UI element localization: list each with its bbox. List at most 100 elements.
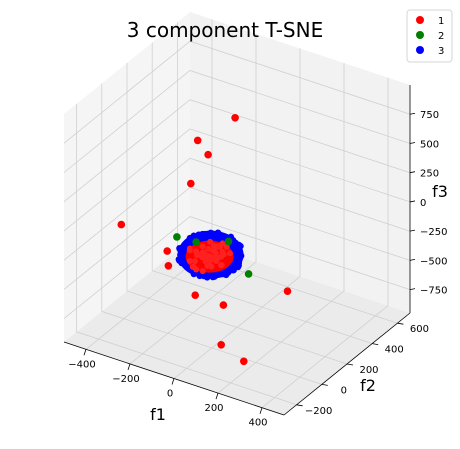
grid-line-z (63, 157, 411, 261)
series-1-core-point (199, 268, 206, 275)
legend-marker-3 (416, 46, 424, 54)
series-3-point (184, 239, 192, 247)
series-1-core-point (226, 250, 233, 257)
series-1-point (283, 287, 292, 296)
y-tick-mark (321, 384, 328, 386)
grid-line-y (76, 103, 297, 406)
series-1-point (204, 150, 212, 159)
z-tick-label: 250 (420, 169, 439, 180)
z-tick-mark (409, 288, 416, 291)
y-tick-labels: −200 0 200 400 600 (296, 322, 429, 417)
series-1-core-point (212, 244, 219, 251)
series-1-core-point (217, 243, 224, 250)
y-tick-mark (296, 404, 303, 407)
grid-line-z (63, 70, 411, 173)
series-3-point (235, 259, 243, 266)
series-3-point (210, 273, 218, 280)
series-1-point (163, 247, 171, 255)
x-tick-label: 200 (204, 403, 223, 414)
z-tick-label: −500 (420, 256, 447, 267)
x-axis-label: f1 (150, 405, 166, 424)
z-tick-label: 750 (420, 110, 439, 121)
y-tick-label: 600 (410, 324, 429, 335)
grid-line-x (261, 77, 389, 409)
series-1-core-point (218, 262, 225, 269)
z-tick-label: −750 (420, 286, 447, 297)
series-1-core-point (186, 257, 193, 264)
series-1-point (117, 220, 126, 229)
series-1-core-point (199, 243, 206, 250)
series-3-point (176, 245, 183, 252)
z-tick-mark (409, 112, 416, 115)
grid-line-z (63, 99, 411, 203)
series-3-point (196, 272, 203, 280)
x-tick-mark (127, 363, 131, 371)
grid-line-x (129, 33, 257, 365)
x-tick-labels: −400 −200 0 200 400 (68, 349, 268, 429)
x-tick-mark (215, 392, 219, 400)
z-tick-mark (409, 171, 416, 174)
x-tick-mark (259, 407, 263, 414)
z-tick-mark (409, 229, 416, 232)
z-tick-mark (409, 142, 416, 144)
x-tick-label: 400 (248, 418, 267, 429)
series-1-core-point (223, 243, 230, 250)
grid-line-y (126, 63, 348, 365)
series-1-core-point (205, 245, 212, 252)
series-1-point (193, 136, 202, 145)
y-tick-mark (346, 363, 354, 366)
y-tick-mark (397, 322, 404, 325)
grid-line-x (173, 48, 301, 379)
grid-line-y (101, 83, 322, 385)
series-1-point (231, 114, 239, 122)
series-3-point (179, 257, 186, 264)
series-1-core-point (207, 262, 214, 269)
y-tick-mark (372, 343, 379, 345)
grid-line-z (63, 186, 411, 290)
series-1-point (240, 357, 248, 366)
series-3-point (219, 270, 226, 278)
chart-title: 3 component T-SNE (127, 18, 323, 42)
series-1-point (191, 291, 199, 300)
grid-line-y (151, 42, 373, 344)
legend-label-2: 2 (438, 31, 444, 42)
legend-label-1: 1 (438, 16, 444, 27)
series-3-point (214, 229, 222, 236)
x-tick-label: −200 (112, 374, 139, 385)
z-axis-label: f3 (432, 182, 448, 201)
series-3-point (207, 229, 214, 236)
series-3-point (201, 230, 208, 238)
grid-line-z (63, 40, 411, 144)
series-1-core-point (207, 238, 214, 245)
x-tick-label: −400 (68, 359, 95, 370)
series-1-core-point (192, 248, 199, 255)
series-3-point (220, 235, 227, 242)
series-3-point (230, 266, 237, 274)
z-tick-mark (409, 258, 416, 261)
x-tick-label: 0 (167, 389, 173, 400)
series-1-point (187, 179, 195, 188)
z-tick-label: 500 (420, 139, 439, 150)
series-1-point (164, 262, 173, 270)
series-2-point (224, 237, 233, 246)
y-tick-label: −200 (305, 406, 332, 417)
grid-line-z (63, 128, 411, 232)
legend: 1 2 3 (406, 9, 453, 63)
legend-label-3: 3 (438, 46, 444, 57)
series-3-point (235, 246, 242, 253)
legend-frame (406, 9, 453, 63)
grid-line-z (63, 216, 411, 319)
series-2-point (173, 233, 181, 241)
series-2-point (244, 270, 253, 278)
data-points (117, 114, 292, 366)
series-1-point (219, 301, 228, 309)
y-tick-label: 200 (359, 365, 378, 376)
series-1-core-point (186, 247, 193, 254)
series-1-point (217, 341, 225, 349)
x-tick-mark (83, 349, 87, 356)
z-tick-labels: −750 −500 −250 0 250 500 750 (409, 110, 447, 297)
series-1-core-point (212, 257, 219, 264)
x-tick-mark (171, 378, 175, 385)
legend-marker-2 (416, 31, 424, 39)
